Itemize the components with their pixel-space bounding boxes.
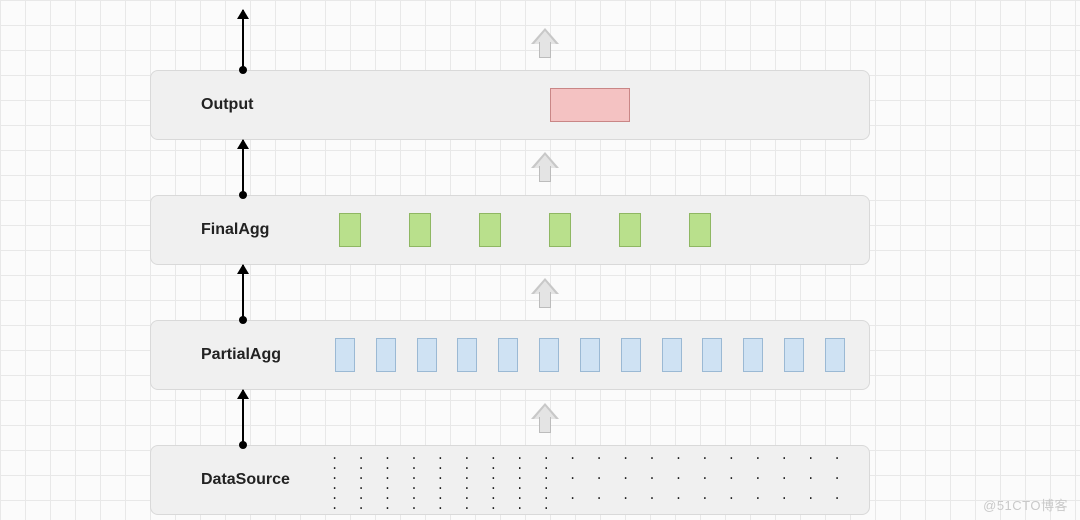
partialagg-partition-box [498,338,518,372]
partialagg-partition-box [662,338,682,372]
watermark: @51CTO博客 [983,495,1068,514]
finalagg-partition-box [409,213,431,247]
partialagg-partition-box [621,338,641,372]
partialagg-partition-box [784,338,804,372]
stage-datasource-content: . . . . . . . . . . . . . . . . . . . . … [331,446,849,514]
finalagg-partition-box [689,213,711,247]
partialagg-partition-box [539,338,559,372]
partialagg-partition-box [825,338,845,372]
partialagg-partition-box [417,338,437,372]
flow-arrow-icon [242,140,244,195]
output-result-box [550,88,630,122]
stage-up-arrow-icon [531,403,559,435]
stage-output-label: Output [201,96,253,114]
stage-partialagg-content [331,321,849,389]
partialagg-partition-box [580,338,600,372]
stage-up-arrow-icon [531,152,559,184]
finalagg-partition-box [479,213,501,247]
partialagg-partition-box [743,338,763,372]
flow-arrow-icon [242,390,244,445]
stage-output: Output [150,70,870,140]
partialagg-partition-box [702,338,722,372]
stage-datasource-label: DataSource [201,471,290,489]
flow-arrow-icon [242,265,244,320]
stage-output-content [331,71,849,139]
stage-finalagg-label: FinalAgg [201,221,269,239]
stage-up-arrow-icon [531,28,559,60]
partialagg-partition-box [457,338,477,372]
diagram-canvas: Output FinalAgg PartialAgg DataSource . … [0,0,1080,520]
finalagg-partition-box [619,213,641,247]
partialagg-partition-box [335,338,355,372]
stage-datasource: DataSource . . . . . . . . . . . . . . .… [150,445,870,515]
stage-partialagg-label: PartialAgg [201,346,281,364]
stage-finalagg-content [331,196,849,264]
stage-finalagg: FinalAgg [150,195,870,265]
stage-partialagg: PartialAgg [150,320,870,390]
finalagg-partition-box [339,213,361,247]
stage-up-arrow-icon [531,278,559,310]
flow-arrow-icon [242,10,244,70]
finalagg-partition-box [549,213,571,247]
datasource-dots: . . . . . . . . . . . . . . . . . . . . … [331,450,849,510]
partialagg-partition-box [376,338,396,372]
